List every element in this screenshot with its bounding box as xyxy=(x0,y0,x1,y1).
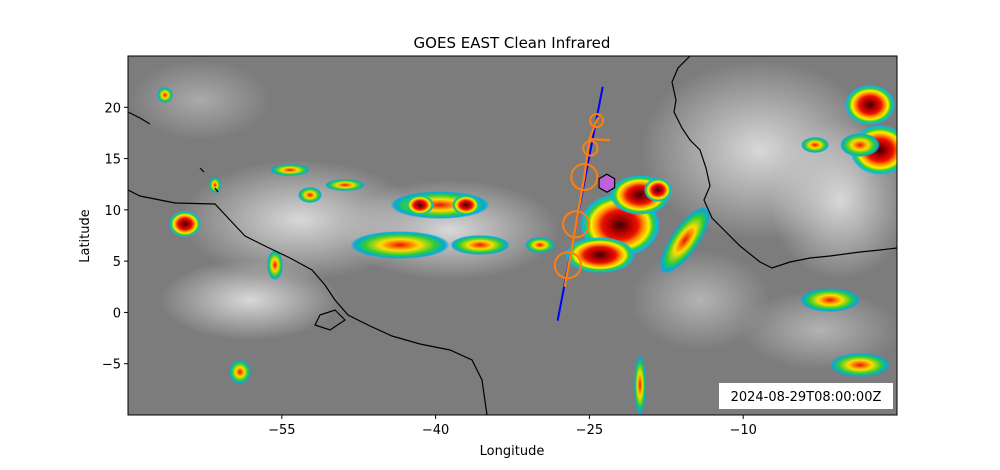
x-tick-label: −25 xyxy=(576,423,603,438)
orange-circle-marker xyxy=(589,113,605,129)
track-overlay xyxy=(553,86,616,321)
coastlines xyxy=(128,56,897,415)
y-tick-label: 20 xyxy=(104,101,121,116)
coastline-africa xyxy=(671,56,897,269)
orange-circle-marker xyxy=(562,210,591,239)
orange-circle-marker xyxy=(570,163,599,192)
orange-track-line xyxy=(563,116,600,287)
hexagon-marker xyxy=(598,173,616,193)
x-tick-label: −10 xyxy=(729,423,756,438)
x-tick-label: −55 xyxy=(268,423,295,438)
timestamp-label: 2024-08-29T08:00:00Z xyxy=(731,390,882,405)
y-tick-label: 15 xyxy=(104,153,121,168)
orange-circle-marker xyxy=(553,251,582,280)
x-tick-label: −40 xyxy=(422,423,449,438)
coastline-caribbean xyxy=(128,111,346,331)
y-tick-label: 0 xyxy=(113,306,121,321)
plot-frame xyxy=(127,55,898,416)
convection xyxy=(157,85,897,415)
y-axis: −5 0 5 10 15 20 xyxy=(102,101,128,373)
y-tick-label: 10 xyxy=(104,204,121,219)
orange-circle-marker xyxy=(582,140,599,157)
y-axis-label: Latitude xyxy=(78,209,93,263)
timestamp-box: 2024-08-29T08:00:00Z xyxy=(719,383,893,409)
coastline-south-america xyxy=(128,189,488,415)
timestamp-background xyxy=(719,383,893,409)
x-axis: −55 −40 −25 −10 xyxy=(268,415,757,438)
orange-flag-line xyxy=(589,137,610,142)
y-tick-label: −5 xyxy=(102,358,121,373)
x-axis-label: Longitude xyxy=(480,444,545,459)
chart-title: GOES EAST Clean Infrared xyxy=(414,34,611,52)
y-tick-label: 5 xyxy=(113,255,121,270)
satellite-image xyxy=(128,56,897,415)
